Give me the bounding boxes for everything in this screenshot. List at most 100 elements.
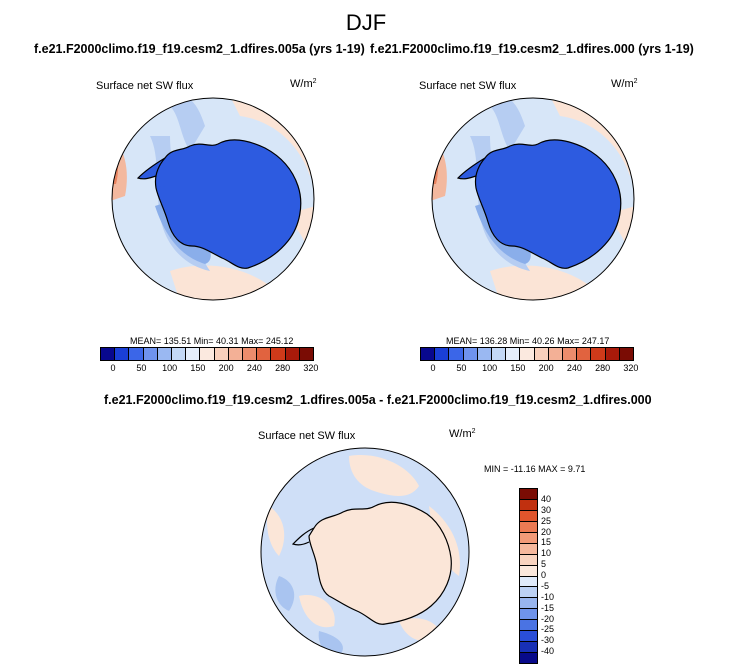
diff-colorbar [519,488,538,664]
colorbar-tick-label: -40 [541,646,555,657]
colorbar-tick-label: -15 [541,602,555,613]
blue-patch-1 [275,576,295,611]
colorbar-tick-label: 150 [190,363,206,373]
blue-band-2 [170,98,205,151]
colorbar-swatch [520,631,537,643]
colorbar-swatch [186,348,201,360]
colorbar-swatch [492,348,507,360]
colorbar-tick-label: 50 [136,363,147,373]
left-colorbar [100,347,314,361]
right-stats: MEAN= 136.28 Min= 40.26 Max= 247.17 [446,336,610,346]
peninsula-coast [291,527,315,546]
colorbar-tick-label: 30 [541,504,552,515]
colorbar-swatch [520,348,535,360]
coastline [474,139,622,269]
diff-run-label: f.e21.F2000climo.f19_f19.cesm2_1.dfires.… [104,393,652,407]
colorbar-tick-label: -10 [541,591,555,602]
colorbar-tick-label: 280 [595,363,611,373]
colorbar-swatch [257,348,272,360]
diff-stats: MIN = -11.16 MAX = 9.71 [484,464,586,474]
colorbar-swatch [271,348,286,360]
colorbar-swatch [101,348,116,360]
colorbar-tick-label: 20 [541,526,552,537]
right-field-name: Surface net SW flux [419,80,517,92]
left-colorbar-labels: 0 50 100 150 200 240 280 320 [100,363,319,375]
colorbar-tick-label: 280 [275,363,291,373]
colorbar-tick-label: 50 [456,363,467,373]
colorbar-swatch [605,348,620,360]
colorbar-tick-label: 320 [303,363,319,373]
colorbar-swatch [143,348,158,360]
colorbar-tick-label: -30 [541,635,555,646]
warm-patch-south [170,265,270,300]
colorbar-tick-label: -20 [541,613,555,624]
colorbar-swatch [520,576,537,588]
colorbar-swatch [577,348,592,360]
left-map-field [112,98,314,300]
colorbar-swatch [463,348,478,360]
warm-patch-south [490,265,590,300]
colorbar-swatch [477,348,493,360]
colorbar-swatch [591,348,606,360]
colorbar-tick-label: -5 [541,580,550,591]
colorbar-tick-label: 5 [541,559,547,570]
colorbar-swatch [506,348,521,360]
colorbar-tick-label: 10 [541,548,552,559]
colorbar-swatch [548,348,564,360]
colorbar-swatch [129,348,144,360]
right-map-border [431,97,635,301]
colorbar-swatch [172,348,187,360]
left-units: W/m2 [290,78,317,90]
right-map [431,97,635,301]
colorbar-tick-label: -25 [541,624,555,635]
diff-map-border [260,447,470,657]
right-run-label: f.e21.F2000climo.f19_f19.cesm2_1.dfires.… [370,42,694,56]
figure-title: DJF [345,10,387,35]
colorbar-swatch [520,609,537,621]
colorbar-tick-label: 320 [623,363,639,373]
diff-map [260,447,470,657]
colorbar-swatch [520,587,537,599]
colorbar-tick-label: 0 [110,363,116,373]
coastline [308,501,452,625]
left-run-label: f.e21.F2000climo.f19_f19.cesm2_1.dfires.… [34,42,365,56]
pink-patch-3 [267,506,285,556]
colorbar-swatch [520,653,537,663]
antarctic-peninsula [138,158,165,187]
colorbar-swatch [520,642,537,654]
colorbar-tick-label: 100 [482,363,498,373]
peninsula-coast [456,157,486,180]
colorbar-swatch [619,348,634,360]
left-map [111,97,315,301]
colorbar-tick-label: 25 [541,515,552,526]
colorbar-swatch [520,489,537,500]
antarctica-diff [309,502,452,625]
colorbar-swatch [115,348,130,360]
right-colorbar-labels: 0 50 100 150 200 240 280 320 [420,363,639,375]
left-map-border [111,97,315,301]
colorbar-swatch [520,598,537,610]
blue-band-2 [490,98,525,151]
right-colorbar [420,347,634,361]
colorbar-swatch [299,348,314,360]
colorbar-tick-label: 240 [566,363,582,373]
colorbar-swatch [449,348,464,360]
colorbar-tick-label: 100 [162,363,178,373]
colorbar-swatch [520,565,537,577]
colorbar-swatch [563,348,578,360]
colorbar-swatch [421,348,436,360]
coastline [154,139,302,269]
diff-map-field [261,448,469,656]
diff-field-name: Surface net SW flux [258,430,356,442]
left-field-name: Surface net SW flux [96,80,194,92]
colorbar-swatch [435,348,450,360]
colorbar-tick-label: 0 [541,570,547,580]
colorbar-swatch [520,499,537,511]
colorbar-tick-label: 200 [218,363,234,373]
colorbar-tick-label: 40 [541,493,552,504]
colorbar-swatch [520,532,537,544]
left-stats: MEAN= 135.51 Min= 40.31 Max= 245.12 [130,336,294,346]
colorbar-swatch [243,348,258,360]
peninsula-coast [136,157,166,180]
pink-patch-1 [349,455,419,496]
